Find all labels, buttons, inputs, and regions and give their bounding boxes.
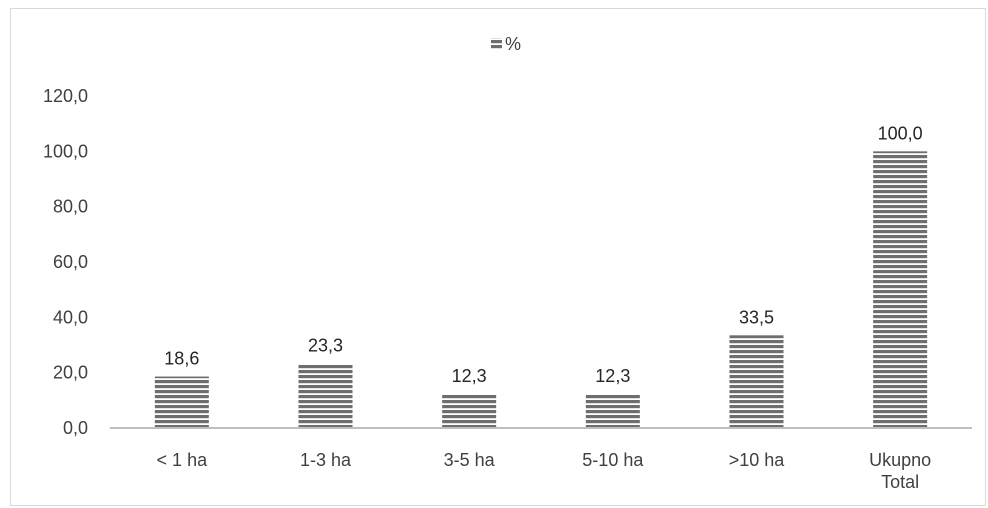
data-label: 33,5 — [739, 307, 774, 327]
x-axis: < 1 ha 1-3 ha 3-5 ha 5-10 ha >10 ha UkupnoTot… — [110, 427, 972, 492]
data-label: 12,3 — [595, 366, 630, 386]
bars: 18,6 23,3 12,3 12,3 33,5 100,0 — [154, 123, 928, 429]
legend: % — [491, 34, 521, 54]
y-tick-label: 60,0 — [53, 252, 88, 272]
x-tick-label: 1-3 ha — [300, 450, 352, 470]
data-label: 18,6 — [164, 349, 199, 369]
bar — [729, 335, 784, 428]
legend-swatch — [491, 38, 502, 49]
x-tick-label: < 1 ha — [157, 450, 209, 470]
x-tick-label: 5-10 ha — [582, 450, 644, 470]
y-tick-label: 40,0 — [53, 307, 88, 327]
y-tick-label: 0,0 — [63, 418, 88, 438]
bar — [154, 376, 209, 428]
x-tick-label: Total — [881, 472, 919, 492]
data-label: 100,0 — [878, 123, 923, 143]
y-tick-label: 100,0 — [43, 141, 88, 161]
bar — [298, 363, 353, 428]
x-tick-label: 3-5 ha — [444, 450, 496, 470]
y-tick-label: 20,0 — [53, 363, 88, 383]
data-label: 23,3 — [308, 336, 343, 356]
x-tick-label: Ukupno — [869, 450, 931, 470]
bar — [873, 151, 928, 429]
y-tick-label: 80,0 — [53, 197, 88, 217]
x-tick-label: >10 ha — [729, 450, 786, 470]
y-tick-label: 120,0 — [43, 86, 88, 106]
bar — [585, 393, 640, 428]
data-label: 12,3 — [452, 366, 487, 386]
legend-label: % — [505, 34, 521, 54]
bar — [442, 393, 497, 428]
y-axis: 0,0 20,0 40,0 60,0 80,0 100,0 120,0 — [43, 86, 88, 438]
